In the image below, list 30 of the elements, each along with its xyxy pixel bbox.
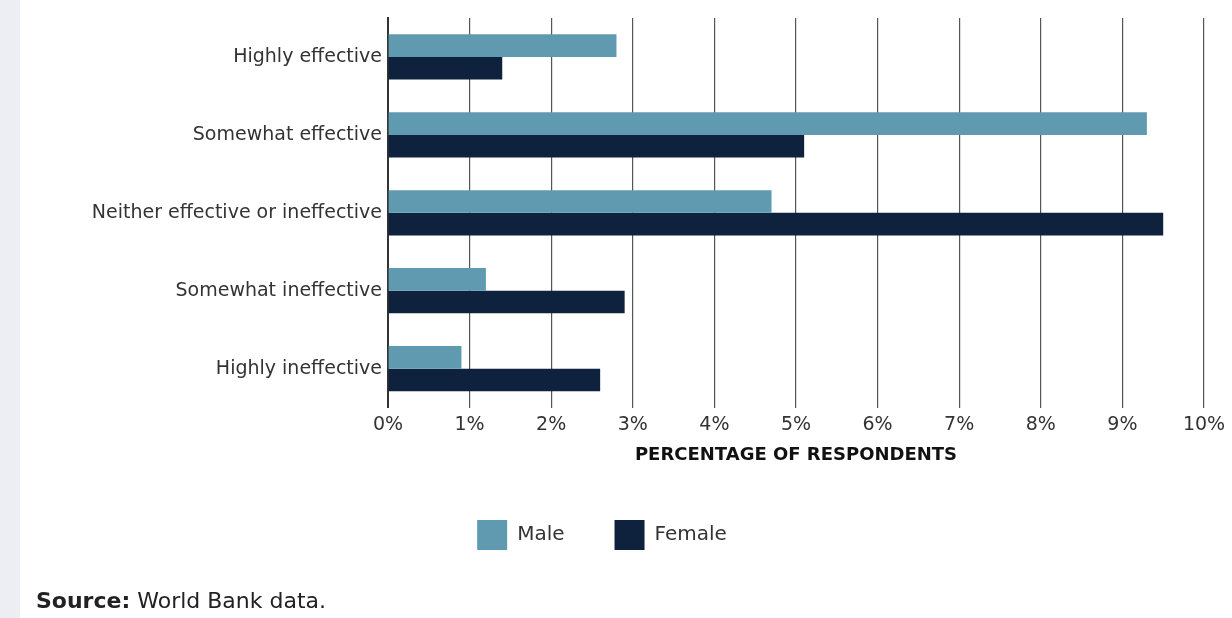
bar <box>388 290 625 314</box>
bar <box>388 268 486 291</box>
bar <box>388 34 617 57</box>
x-tick-label: 5% <box>780 411 812 434</box>
x-tick-label: 9% <box>1107 411 1138 434</box>
x-tick-label: 2% <box>536 411 567 434</box>
y-tick-label: Highly effective <box>233 43 382 66</box>
x-tick-label: 7% <box>944 411 975 434</box>
x-axis-title: PERCENTAGE OF RESPONDENTS <box>634 442 958 464</box>
x-tick-label: 1% <box>454 411 485 434</box>
y-tick-label: Somewhat effective <box>192 121 382 144</box>
x-tick-label: 3% <box>617 411 648 434</box>
y-tick-label: Somewhat ineffective <box>175 277 382 300</box>
bar <box>388 368 601 392</box>
bar <box>388 56 503 80</box>
y-tick-label: Highly ineffective <box>215 355 382 378</box>
bar <box>388 134 805 158</box>
x-tick-label: 10% <box>1182 411 1226 434</box>
bar <box>388 346 462 369</box>
source-note: Source: World Bank data. <box>36 588 327 613</box>
x-tick-label: 4% <box>699 411 730 434</box>
x-tick-label: 0% <box>372 411 404 434</box>
x-tick-label: 8% <box>1025 411 1056 434</box>
y-tick-label: Neither effective or ineffective <box>91 199 382 222</box>
x-tick-label: 6% <box>862 411 893 434</box>
legend-label: Male <box>517 521 565 546</box>
legend-label: Female <box>654 521 727 546</box>
bar <box>388 112 1147 135</box>
bar <box>388 190 772 213</box>
bar <box>388 212 1164 236</box>
